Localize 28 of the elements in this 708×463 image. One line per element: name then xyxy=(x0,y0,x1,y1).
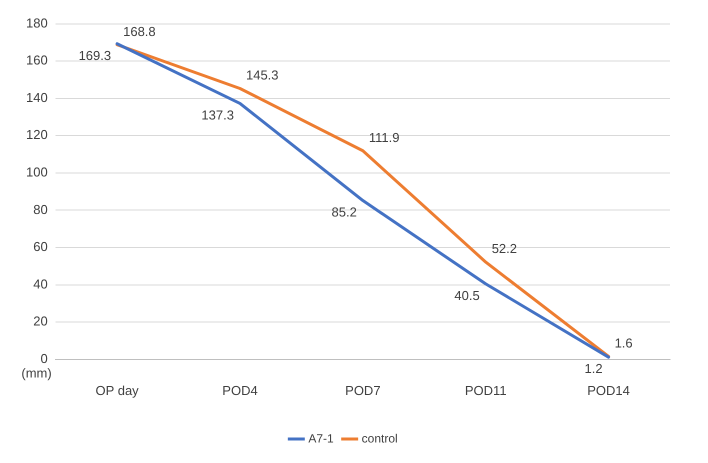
y-tick-label: 100 xyxy=(26,164,48,180)
data-label: 111.9 xyxy=(368,130,400,145)
y-tick-label: 40 xyxy=(33,276,48,292)
x-tick-label: OP day xyxy=(96,382,140,398)
data-label: 40.5 xyxy=(454,288,480,303)
data-label: 52.2 xyxy=(492,241,518,256)
y-tick-label: 80 xyxy=(33,202,48,217)
data-label: 169.3 xyxy=(78,48,112,63)
legend-label: A7-1 xyxy=(308,431,334,446)
y-tick-label: 60 xyxy=(33,239,48,254)
x-tick-label: POD7 xyxy=(345,382,381,398)
data-label: 168.8 xyxy=(123,24,156,39)
y-axis-title: (mm) xyxy=(21,365,52,380)
x-tick-label: POD14 xyxy=(587,382,630,398)
data-label: 1.6 xyxy=(614,335,633,350)
y-tick-label: 140 xyxy=(26,90,48,105)
x-tick-label: POD4 xyxy=(222,382,258,398)
legend-label: control xyxy=(362,431,398,446)
data-label: 137.3 xyxy=(201,107,234,122)
data-label: 1.2 xyxy=(584,361,603,376)
x-tick-label: POD11 xyxy=(464,382,507,398)
data-label: 145.3 xyxy=(246,68,279,83)
y-tick-label: 120 xyxy=(26,127,48,142)
y-tick-label: 180 xyxy=(26,15,48,30)
y-tick-label: 0 xyxy=(40,350,48,366)
data-label: 85.2 xyxy=(332,204,357,220)
y-tick-label: 160 xyxy=(26,52,48,68)
y-tick-label: 20 xyxy=(33,314,48,329)
